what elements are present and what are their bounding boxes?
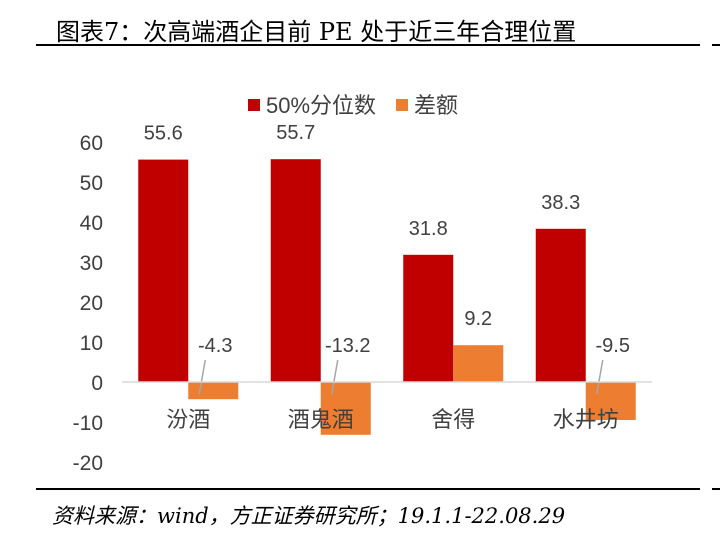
data-label: 31.8 bbox=[409, 218, 448, 240]
figure-title: 图表7：次高端酒企目前 PE 处于近三年合理位置 bbox=[56, 18, 577, 46]
label-leader-line bbox=[596, 359, 604, 395]
x-tick-label: 水井坊 bbox=[553, 407, 619, 432]
y-tick-label: 50 bbox=[80, 172, 103, 195]
x-tick-label: 酒鬼酒 bbox=[288, 407, 354, 432]
data-label: 38.3 bbox=[541, 192, 580, 214]
bar-50pct-quantile bbox=[138, 159, 189, 382]
label-leader-line bbox=[331, 359, 339, 395]
legend-swatch bbox=[248, 99, 260, 111]
data-label: -4.3 bbox=[198, 335, 232, 357]
chart-marks: 55.6 -4.3 55.7 -13.2 31.8 9.2 38.3 -9.5 bbox=[138, 122, 636, 435]
bar-50pct-quantile bbox=[535, 228, 586, 382]
source-note: 资料来源：wind，方正证券研究所；19.1.1-22.08.29 bbox=[52, 504, 566, 528]
bar-50pct-quantile bbox=[403, 254, 454, 382]
legend: 50%分位数 差额 bbox=[248, 93, 458, 118]
data-label: 55.7 bbox=[276, 122, 315, 144]
y-tick-label: 60 bbox=[80, 132, 103, 155]
data-label: 9.2 bbox=[464, 308, 492, 330]
x-tick-label: 舍得 bbox=[431, 407, 475, 432]
bar-difference bbox=[585, 382, 636, 420]
label-leader-line bbox=[198, 359, 206, 395]
bar-50pct-quantile bbox=[270, 159, 321, 382]
bar-difference bbox=[188, 382, 239, 400]
data-label: 55.6 bbox=[144, 123, 183, 145]
top-edge-rule bbox=[712, 44, 720, 46]
bottom-edge-rule bbox=[712, 488, 720, 490]
y-tick-label: -10 bbox=[73, 412, 103, 435]
legend-label: 50%分位数 bbox=[266, 93, 376, 118]
y-tick-label: -20 bbox=[73, 452, 103, 475]
y-axis: 60 50 40 30 20 10 0 -10 -20 bbox=[73, 132, 103, 475]
y-tick-label: 20 bbox=[80, 292, 103, 315]
data-label: -13.2 bbox=[325, 335, 371, 357]
y-tick-label: 40 bbox=[80, 212, 103, 235]
x-axis: 汾酒 酒鬼酒 舍得 水井坊 bbox=[122, 381, 652, 432]
y-tick-label: 30 bbox=[80, 252, 103, 275]
x-tick-label: 汾酒 bbox=[166, 407, 210, 432]
footer-rule bbox=[36, 488, 700, 490]
y-tick-label: 10 bbox=[80, 332, 103, 355]
bar-difference bbox=[453, 345, 504, 382]
legend-swatch bbox=[396, 99, 409, 111]
legend-label: 差额 bbox=[414, 93, 458, 118]
y-tick-label: 0 bbox=[91, 372, 103, 395]
title-bar: 图表7：次高端酒企目前 PE 处于近三年合理位置 bbox=[36, 8, 700, 46]
bar-difference bbox=[320, 382, 371, 435]
data-label: -9.5 bbox=[596, 335, 630, 357]
